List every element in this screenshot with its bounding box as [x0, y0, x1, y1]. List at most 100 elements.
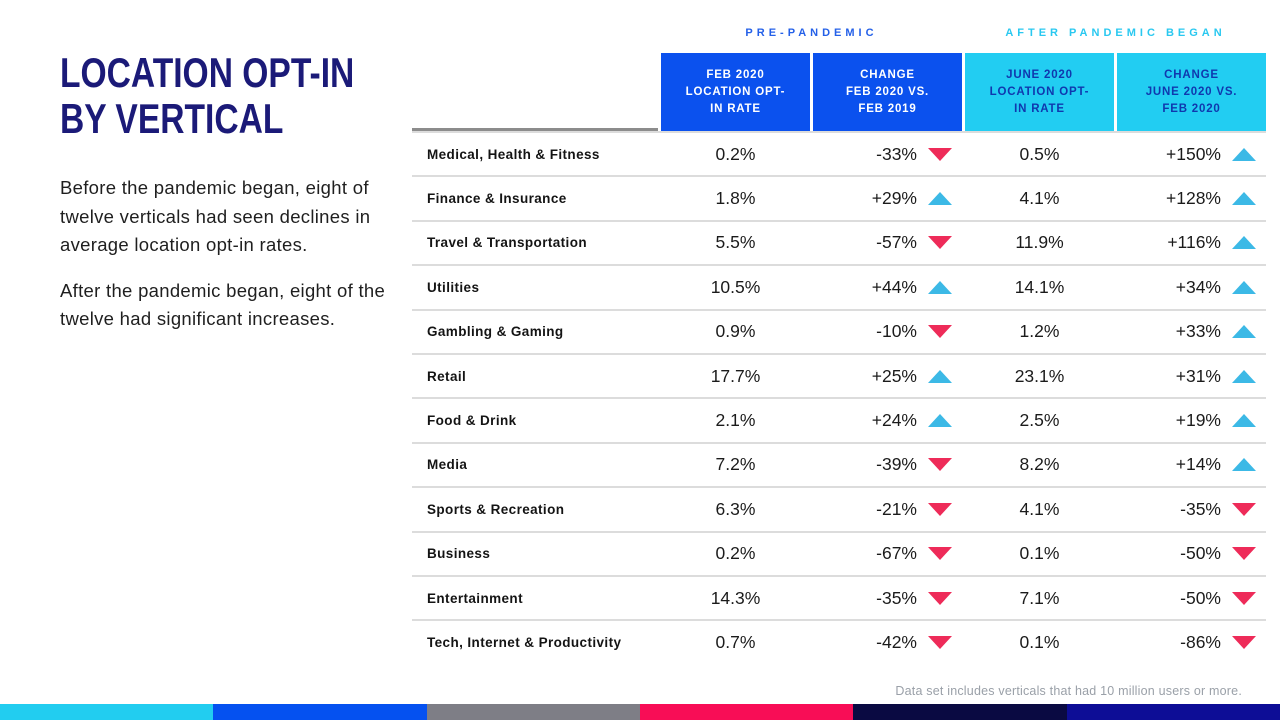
change-june-2020-vs-feb-2020-cell: +14%: [1117, 454, 1266, 475]
change-feb-2020-vs-feb-2019-cell: -39%: [813, 454, 962, 475]
up-arrow-icon: [928, 414, 952, 428]
change-june-2020-vs-feb-2020-cell: -86%: [1117, 632, 1266, 653]
change-june-2020-vs-feb-2020-cell: +31%: [1117, 366, 1266, 387]
row-label: Sports & Recreation: [427, 501, 565, 517]
row-label: Utilities: [427, 279, 480, 295]
june-2020-rate-cell: 0.1%: [1019, 631, 1060, 652]
change-feb-2020-vs-feb-2019-value: +44%: [871, 276, 917, 297]
row-label: Media: [427, 457, 468, 473]
down-arrow-icon: [928, 502, 952, 516]
table-row: Tech, Internet & Productivity 0.7% -42% 0.1…: [412, 619, 1266, 663]
column-header-change-june-2020-vs-feb-2020: CHANGE JUNE 2020 VS. FEB 2020: [1117, 53, 1266, 131]
down-arrow-icon: [1232, 547, 1256, 561]
up-arrow-icon: [1232, 458, 1256, 472]
table-row: Travel & Transportation 5.5% -57% 11.9% +116…: [412, 219, 1266, 264]
up-arrow-icon: [928, 369, 952, 383]
change-feb-2020-vs-feb-2019-value: -67%: [876, 543, 917, 564]
footnote: Data set includes verticals that had 10 …: [895, 684, 1242, 698]
table-row: Gambling & Gaming 0.9% -10% 1.2% +33%: [412, 308, 1266, 353]
row-label: Finance & Insurance: [427, 191, 567, 207]
row-label: Food & Drink: [427, 413, 517, 429]
column-header-spacer: [412, 53, 658, 131]
color-bar-segment-5: [853, 704, 1067, 720]
change-june-2020-vs-feb-2020-value: -35%: [1180, 498, 1221, 519]
change-june-2020-vs-feb-2020-value: +14%: [1175, 454, 1221, 475]
change-feb-2020-vs-feb-2019-value: +24%: [871, 410, 917, 431]
change-june-2020-vs-feb-2020-value: +33%: [1175, 321, 1221, 342]
change-feb-2020-vs-feb-2019-cell: -42%: [813, 632, 962, 653]
up-arrow-icon: [1232, 325, 1256, 339]
june-2020-rate-cell: 23.1%: [1014, 365, 1065, 386]
change-june-2020-vs-feb-2020-value: +116%: [1167, 232, 1221, 253]
down-arrow-icon: [928, 458, 952, 472]
june-2020-rate-cell: 1.2%: [1019, 321, 1060, 342]
up-arrow-icon: [1232, 236, 1256, 250]
color-bar-segment-3: [426, 704, 640, 720]
change-feb-2020-vs-feb-2019-value: -10%: [876, 321, 917, 342]
change-feb-2020-vs-feb-2019-value: -42%: [876, 631, 917, 652]
change-june-2020-vs-feb-2020-value: +19%: [1175, 410, 1221, 431]
up-arrow-icon: [1232, 414, 1256, 428]
change-feb-2020-vs-feb-2019-cell: -67%: [813, 543, 962, 564]
down-arrow-icon: [928, 547, 952, 561]
change-june-2020-vs-feb-2020-cell: +128%: [1117, 188, 1266, 209]
change-feb-2020-vs-feb-2019-cell: -33%: [813, 144, 962, 165]
row-label: Business: [427, 546, 491, 562]
column-header-june-2020-rate: JUNE 2020 LOCATION OPT- IN RATE: [965, 53, 1114, 131]
table-row: Utilities 10.5% +44% 14.1% +34%: [412, 264, 1266, 308]
change-june-2020-vs-feb-2020-cell: -50%: [1117, 588, 1266, 609]
table-row: Media 7.2% -39% 8.2% +14%: [412, 441, 1266, 486]
feb-2020-rate-cell: 5.5%: [715, 232, 756, 253]
bottom-color-bar: [0, 704, 1280, 720]
june-2020-rate-cell: 4.1%: [1019, 498, 1060, 519]
column-header-change-feb-2020-vs-feb-2019: CHANGE FEB 2020 VS. FEB 2019: [813, 53, 962, 131]
june-2020-rate-cell: 14.1%: [1014, 276, 1065, 297]
up-arrow-icon: [1232, 369, 1256, 383]
table-row: Finance & Insurance 1.8% +29% 4.1% +128%: [412, 175, 1266, 219]
change-june-2020-vs-feb-2020-cell: +116%: [1117, 232, 1266, 253]
table-row: Business 0.2% -67% 0.1% -50%: [412, 530, 1266, 575]
change-feb-2020-vs-feb-2019-value: +29%: [871, 188, 917, 209]
table-row: Sports & Recreation 6.3% -21% 4.1% -35%: [412, 486, 1266, 530]
feb-2020-rate-cell: 14.3%: [710, 587, 761, 608]
change-june-2020-vs-feb-2020-value: +150%: [1166, 143, 1221, 164]
column-header-feb-2020-rate: FEB 2020 LOCATION OPT- IN RATE: [661, 53, 810, 131]
row-label: Entertainment: [427, 590, 523, 606]
feb-2020-rate-cell: 17.7%: [710, 365, 761, 386]
change-feb-2020-vs-feb-2019-value: -35%: [876, 587, 917, 608]
change-feb-2020-vs-feb-2019-cell: -57%: [813, 232, 962, 253]
feb-2020-rate-cell: 0.7%: [715, 631, 756, 652]
feb-2020-rate-cell: 0.2%: [715, 143, 756, 164]
change-june-2020-vs-feb-2020-cell: +34%: [1117, 277, 1266, 298]
down-arrow-icon: [928, 325, 952, 339]
left-panel: LOCATION OPT-IN BY VERTICAL Before the pa…: [60, 50, 405, 334]
feb-2020-rate-cell: 0.2%: [715, 543, 756, 564]
up-arrow-icon: [928, 192, 952, 206]
change-feb-2020-vs-feb-2019-cell: -35%: [813, 588, 962, 609]
intro-paragraph-1: Before the pandemic began, eight of twel…: [60, 177, 371, 255]
change-feb-2020-vs-feb-2019-cell: +29%: [813, 188, 962, 209]
change-feb-2020-vs-feb-2019-value: -33%: [876, 143, 917, 164]
change-june-2020-vs-feb-2020-value: +34%: [1175, 276, 1221, 297]
up-arrow-icon: [928, 280, 952, 294]
june-2020-rate-cell: 2.5%: [1019, 410, 1060, 431]
down-arrow-icon: [928, 236, 952, 250]
table-header-row: FEB 2020 LOCATION OPT- IN RATE CHANGE FEB…: [412, 53, 1266, 131]
up-arrow-icon: [1232, 280, 1256, 294]
row-label: Tech, Internet & Productivity: [427, 634, 622, 650]
change-feb-2020-vs-feb-2019-value: -39%: [876, 454, 917, 475]
june-2020-rate-cell: 4.1%: [1019, 188, 1060, 209]
change-feb-2020-vs-feb-2019-cell: -21%: [813, 499, 962, 520]
feb-2020-rate-cell: 2.1%: [715, 410, 756, 431]
change-feb-2020-vs-feb-2019-value: -57%: [876, 232, 917, 253]
change-june-2020-vs-feb-2020-cell: -35%: [1117, 499, 1266, 520]
change-june-2020-vs-feb-2020-value: -50%: [1180, 543, 1221, 564]
color-bar-segment-1: [0, 704, 214, 720]
page-title: LOCATION OPT-IN BY VERTICAL: [60, 50, 354, 142]
june-2020-rate-cell: 0.1%: [1019, 543, 1060, 564]
change-feb-2020-vs-feb-2019-cell: +25%: [813, 366, 962, 387]
table-row: Retail 17.7% +25% 23.1% +31%: [412, 352, 1266, 397]
page-title-line1: LOCATION OPT-IN: [60, 49, 355, 96]
row-label: Retail: [427, 368, 467, 384]
down-arrow-icon: [1232, 635, 1256, 649]
